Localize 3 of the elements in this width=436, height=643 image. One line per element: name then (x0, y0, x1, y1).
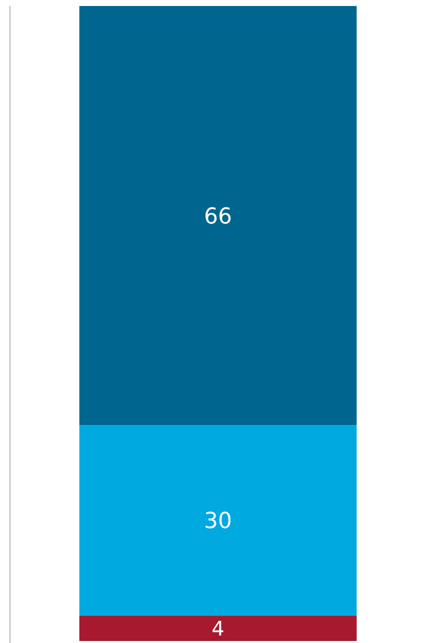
data-label: 30 (204, 509, 232, 534)
data-label: 4 (212, 616, 224, 640)
data-label: 66 (204, 204, 232, 230)
